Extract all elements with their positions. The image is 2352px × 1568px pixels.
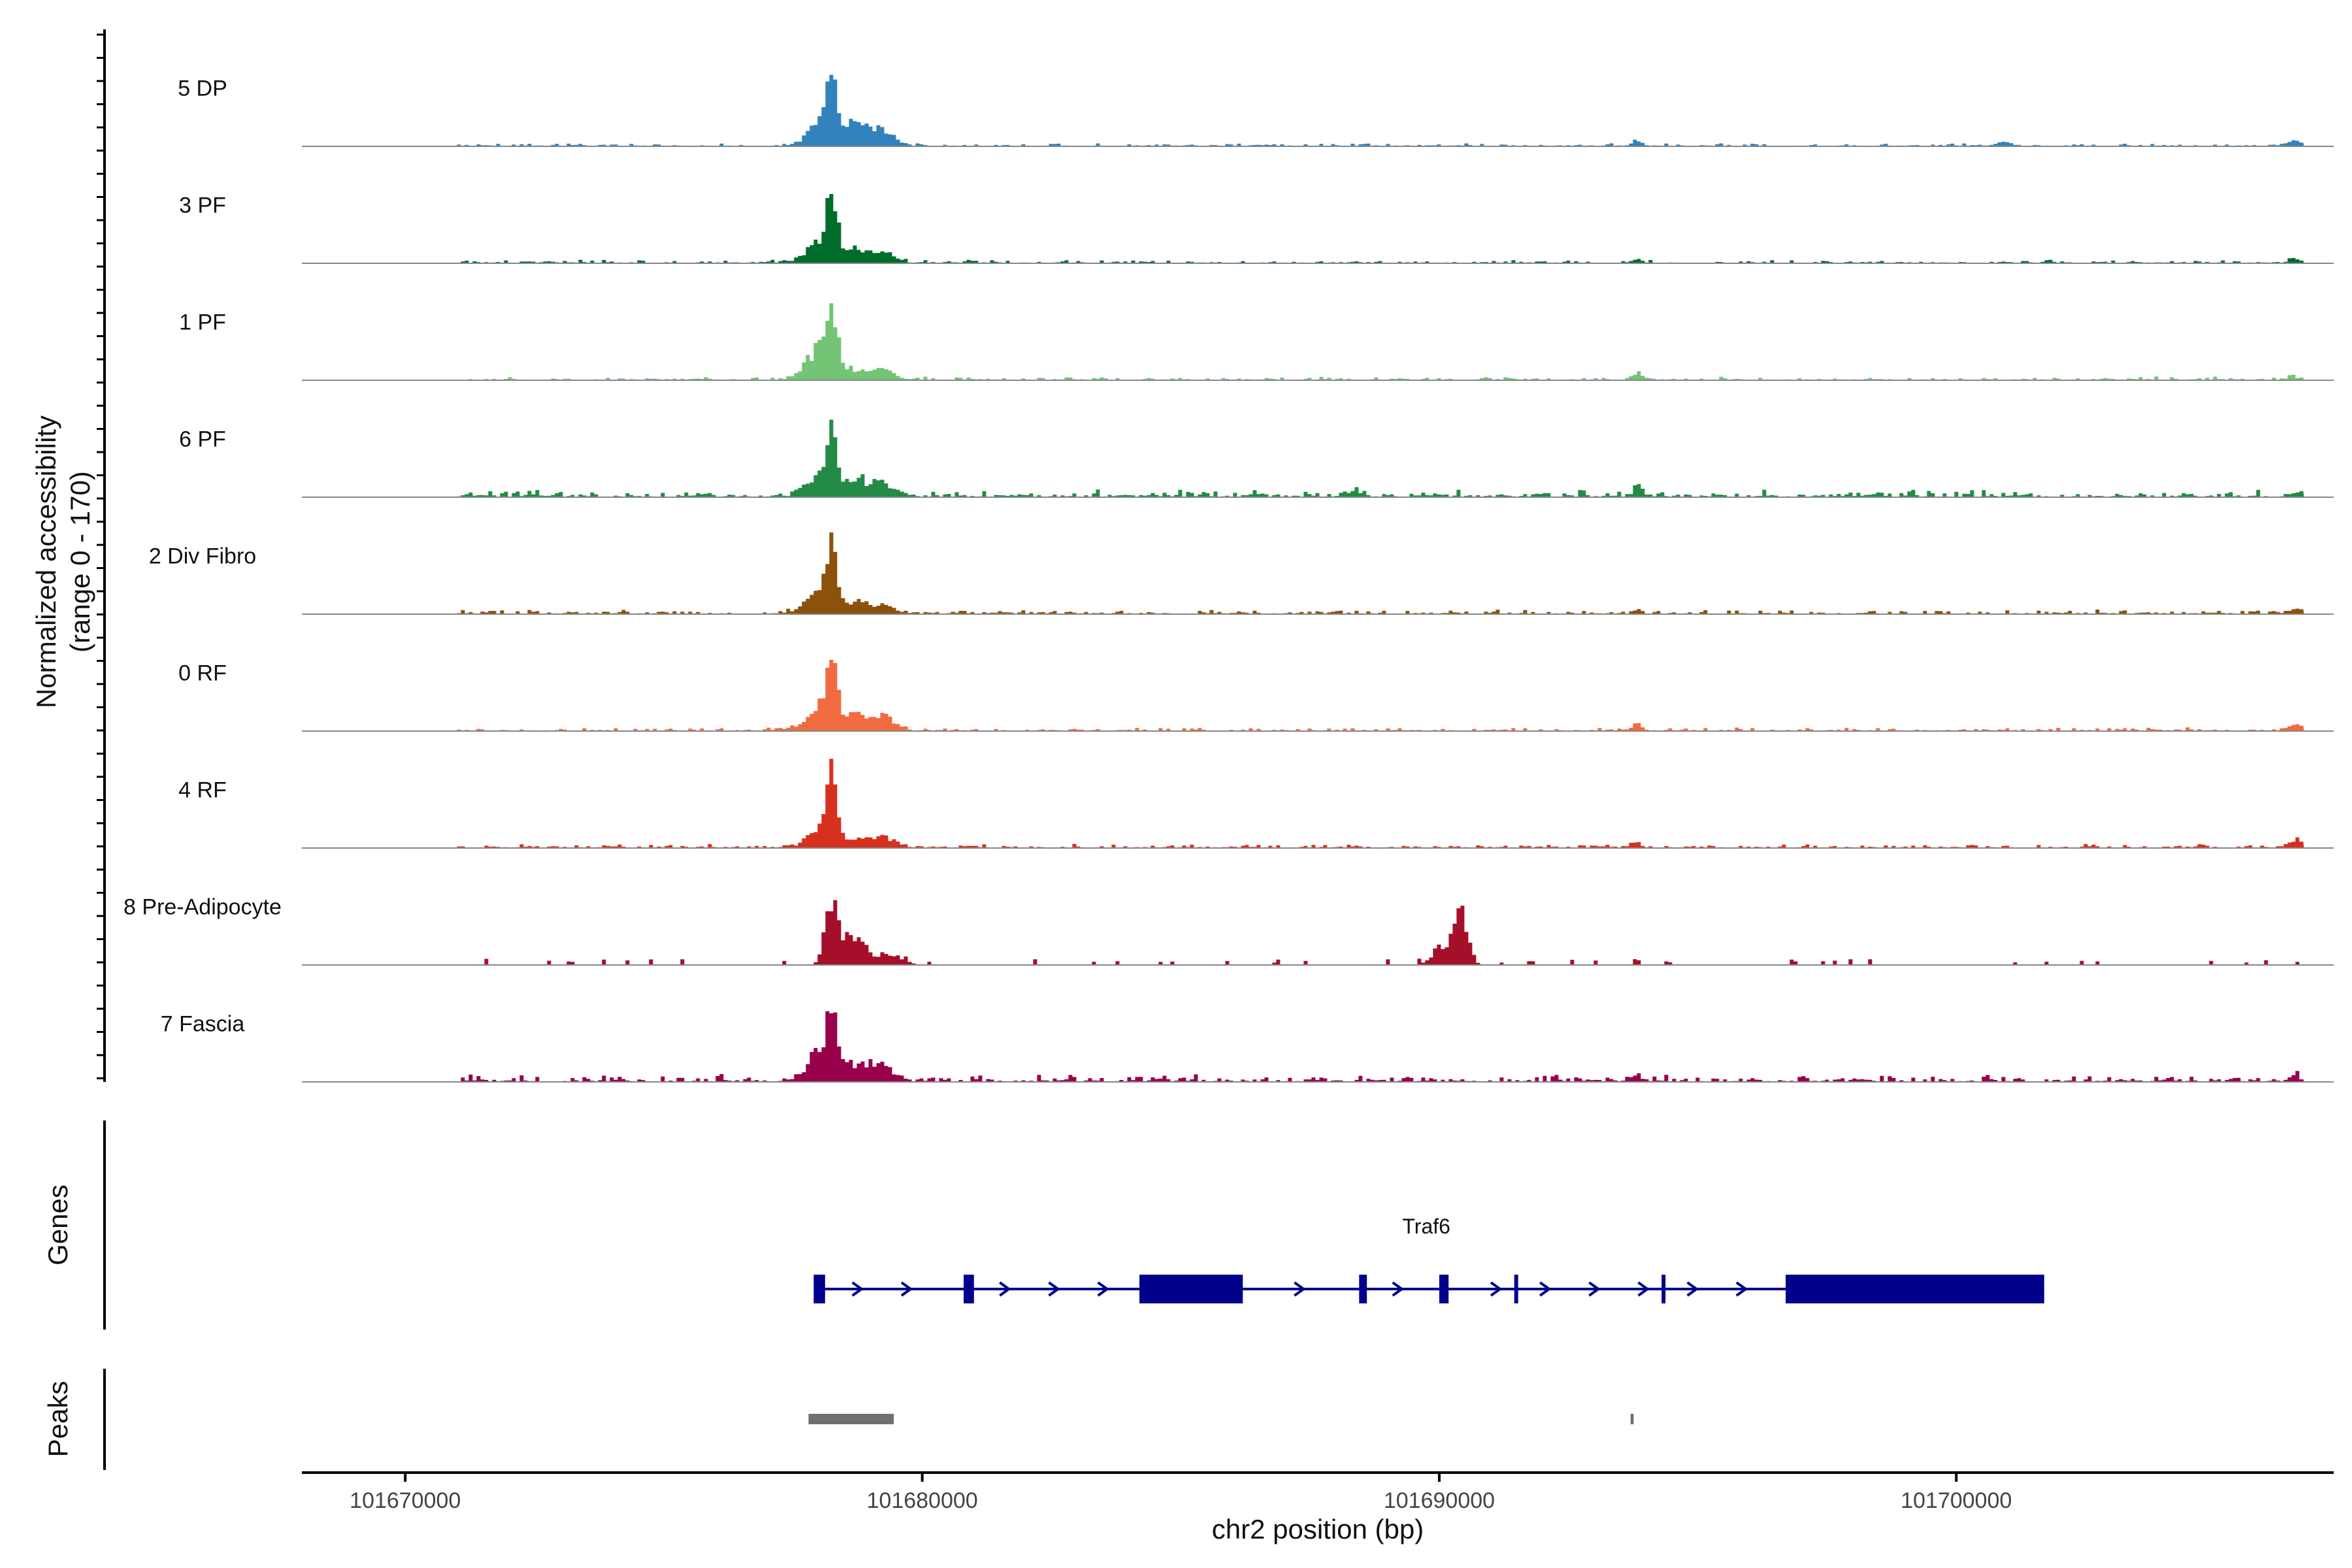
gene-exon [1514, 1275, 1518, 1303]
x-tick-label: 101690000 [1384, 1488, 1495, 1513]
coverage-area [457, 532, 2304, 614]
strand-arrow [1392, 1281, 1405, 1297]
coverage-area [457, 1011, 2304, 1082]
track-6-pf: 6 PF [179, 419, 2334, 498]
y-axis [97, 29, 106, 1082]
strand-arrow [851, 1281, 864, 1297]
peak-regions [808, 1414, 1634, 1424]
track-3-pf: 3 PF [179, 193, 2334, 264]
y-axis-title-line1: Normalized accessibility [31, 416, 61, 708]
strand-arrow [1735, 1281, 1748, 1297]
x-tick-label: 101700000 [1901, 1488, 2012, 1513]
gene-exon [1359, 1275, 1367, 1303]
strand-arrow [1490, 1281, 1503, 1297]
track-label: 4 RF [178, 778, 227, 803]
track-1-pf: 1 PF [179, 303, 2334, 381]
coverage-area [457, 303, 2304, 380]
track-4-rf: 4 RF [178, 759, 2334, 849]
strand-arrow [1294, 1281, 1306, 1297]
coverage-area [457, 74, 2304, 146]
genes-track-title: Genes [42, 1184, 73, 1266]
strand-arrow [1539, 1281, 1552, 1297]
coverage-area [457, 900, 2304, 965]
track-8-pre-adipocyte: 8 Pre-Adipocyte [123, 895, 2334, 966]
gene-exon [813, 1275, 825, 1303]
coverage-area [457, 419, 2304, 497]
strand-arrow [900, 1281, 913, 1297]
peak-region [1630, 1414, 1634, 1424]
track-0-rf: 0 RF [178, 659, 2334, 732]
track-label: 6 PF [179, 427, 226, 452]
coverage-area [457, 759, 2304, 848]
gene-exon [1439, 1275, 1449, 1303]
strand-arrow [1097, 1281, 1110, 1297]
track-label: 5 DP [178, 76, 227, 101]
track-label: 1 PF [179, 310, 226, 335]
track-label: 0 RF [178, 661, 227, 686]
gene-model-traf6 [813, 1275, 2044, 1303]
x-axis-title: chr2 position (bp) [1212, 1514, 1424, 1544]
gene-exon [1786, 1275, 2044, 1303]
coverage-area [457, 659, 2304, 731]
x-tick-label: 101680000 [867, 1488, 978, 1513]
strand-arrow [999, 1281, 1011, 1297]
track-label: 3 PF [179, 193, 226, 218]
gene-exon [1139, 1275, 1243, 1303]
track-label: 2 Div Fibro [149, 544, 256, 569]
x-axis: 101670000 101680000 101690000 101700000 [350, 1473, 2012, 1513]
gene-exon [963, 1275, 974, 1303]
track-label: 8 Pre-Adipocyte [123, 895, 282, 920]
accessibility-tracks: 5 DP 3 PF 1 PF 6 PF 2 Div Fibro 0 RF 4 RF 8 Pre… [123, 74, 2334, 1083]
strand-arrow [1048, 1281, 1060, 1297]
track-label: 7 Fascia [161, 1012, 245, 1037]
gene-name-label: Traf6 [1402, 1215, 1450, 1238]
coverage-area [457, 194, 2304, 263]
strand-arrow [1637, 1281, 1650, 1297]
strand-arrow [1686, 1281, 1699, 1297]
track-2-div-fibro: 2 Div Fibro [149, 532, 2334, 615]
peaks-track-title: Peaks [42, 1381, 73, 1458]
y-axis-title-line2: (range 0 - 170) [65, 471, 95, 653]
strand-arrow [1588, 1281, 1601, 1297]
track-7-fascia: 7 Fascia [161, 1011, 2334, 1083]
gene-exon [1661, 1275, 1666, 1303]
peak-region [808, 1414, 894, 1424]
track-5-dp: 5 DP [178, 74, 2334, 147]
x-tick-label: 101670000 [350, 1488, 461, 1513]
